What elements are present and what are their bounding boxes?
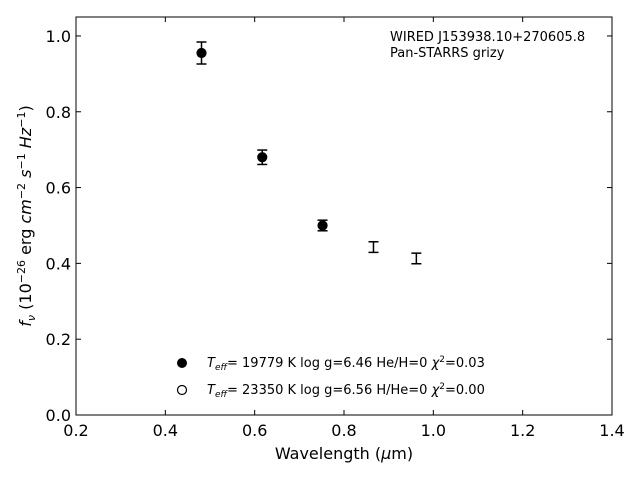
legend: Teff= 19779 K log g=6.46 He/H=0 χ2=0.03 … (176, 355, 485, 400)
x-tick-label: 1.4 (599, 421, 624, 440)
model-point-filled (317, 220, 328, 231)
y-axis-ticks: 0.0 0.2 0.4 0.6 0.8 1.0 (46, 27, 612, 425)
x-tick-label: 1.2 (510, 421, 535, 440)
x-tick-label: 0.8 (331, 421, 356, 440)
survey-annotation: Pan-STARRS grizy (390, 46, 505, 61)
legend-entry-2: Teff= 23350 K log g=6.56 H/He=0 χ2=0.00 (207, 382, 485, 400)
y-tick-label: 0.6 (46, 179, 71, 198)
model-point-filled (196, 47, 207, 59)
legend-open-marker (176, 384, 188, 396)
plot-area (75, 16, 613, 416)
x-axis-title: Wavelength (μm) (275, 444, 413, 463)
y-tick-label: 0.2 (46, 330, 71, 349)
y-tick-label: 0.8 (46, 103, 71, 122)
x-tick-label: 0.4 (153, 421, 178, 440)
legend-entry-1: Teff= 19779 K log g=6.46 He/H=0 χ2=0.03 (207, 355, 485, 373)
object-name-annotation: WIRED J153938.10+270605.8 (390, 30, 585, 45)
y-tick-label: 0.4 (46, 254, 71, 273)
model-point-filled (257, 152, 268, 163)
x-tick-label: 0.2 (63, 421, 88, 440)
x-axis-ticks: 0.2 0.4 0.6 0.8 1.0 1.2 1.4 (63, 17, 625, 440)
y-axis-title: fν (10−26 erg cm−2 s−1 Hz−1) (15, 105, 38, 326)
y-tick-label: 0.0 (46, 406, 71, 425)
y-tick-label: 1.0 (46, 27, 71, 46)
data-points (196, 47, 328, 231)
x-tick-label: 0.6 (242, 421, 267, 440)
x-tick-label: 1.0 (421, 421, 446, 440)
legend-filled-marker (177, 358, 187, 368)
